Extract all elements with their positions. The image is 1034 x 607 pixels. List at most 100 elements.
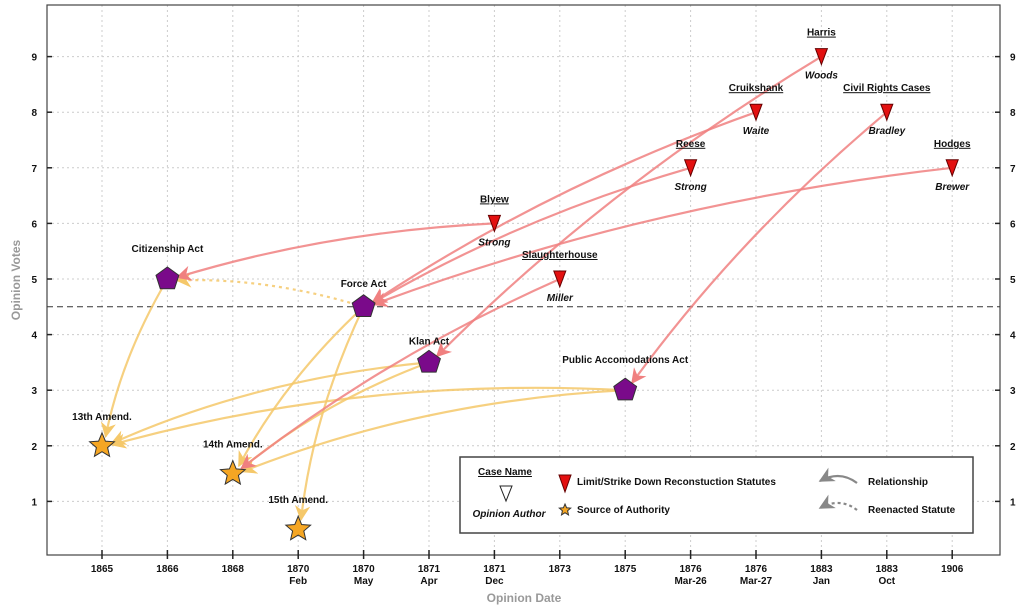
amendment-label: 14th Amend. (203, 440, 263, 451)
x-tick-label: 1870 (352, 564, 375, 575)
plot-frame (46, 4, 1001, 556)
statute-marker (351, 294, 376, 317)
case-name-label: Reese (676, 139, 706, 150)
case-name-label: Slaughterhouse (522, 250, 598, 261)
legend-case-name: Case Name (478, 467, 532, 478)
statute-marker (417, 349, 441, 373)
y-tick-label: 8 (31, 108, 37, 119)
y-axis-label: Opinion Votes (9, 239, 23, 320)
reenacted-link (175, 272, 364, 308)
case-name-label: Civil Rights Cases (843, 83, 931, 94)
y-tick-label-right: 4 (1010, 331, 1016, 342)
authority-link (110, 361, 430, 445)
amendment-marker (219, 459, 247, 486)
x-tick-sublabel: Dec (485, 576, 504, 587)
x-tick-label: 1876 (679, 564, 702, 575)
x-tick-label: 1906 (941, 564, 964, 575)
limit-link (371, 166, 691, 304)
y-tick-label-right: 6 (1010, 219, 1016, 230)
case-marker (880, 103, 894, 122)
opinion-author-label: Strong (478, 237, 510, 248)
amendment-label: 13th Amend. (72, 412, 132, 423)
case-marker (487, 214, 502, 233)
y-tick-label: 9 (31, 53, 37, 64)
amendment-marker (284, 514, 312, 541)
opinion-author-label: Strong (674, 182, 706, 193)
legend-reenacted-icon (818, 494, 858, 511)
y-tick-label-right: 8 (1010, 108, 1016, 119)
y-tick-label: 4 (31, 331, 37, 342)
limit-link (631, 111, 888, 385)
x-tick-label: 1870 (287, 564, 310, 575)
legend-relationship-label: Relationship (868, 477, 928, 488)
case-name-label: Cruikshank (729, 83, 784, 94)
x-tick-sublabel: Apr (420, 576, 437, 587)
x-tick-label: 1871 (483, 564, 506, 575)
statute-label: Public Accomodations Act (562, 355, 689, 366)
opinion-author-label: Waite (743, 126, 770, 137)
x-tick-sublabel: Jan (813, 576, 830, 587)
x-tick-label: 1871 (418, 564, 441, 575)
legend-source-label: Source of Authority (577, 505, 670, 516)
case-name-label: Blyew (480, 194, 509, 205)
statute-marker (155, 266, 180, 290)
x-axis-label: Opinion Date (487, 591, 562, 605)
x-tick-label: 1875 (614, 564, 637, 575)
case-marker (814, 48, 829, 67)
case-name-label: Hodges (934, 139, 971, 150)
legend-author-triangle-icon (499, 485, 513, 503)
statute-label: Klan Act (409, 336, 450, 347)
x-tick-label: 1876 (745, 564, 768, 575)
legend-limit-label: Limit/Strike Down Reconstuction Statutes (577, 477, 776, 488)
x-tick-sublabel: Mar-26 (674, 576, 707, 587)
legend-opinion-author: Opinion Author (473, 509, 547, 520)
x-tick-label: 1873 (549, 564, 572, 575)
x-tick-sublabel: Oct (878, 576, 895, 587)
x-tick-sublabel: Mar-27 (740, 576, 773, 587)
authority-link (100, 278, 169, 439)
y-tick-label: 6 (31, 219, 37, 230)
legend-star-icon (558, 502, 572, 516)
x-tick-sublabel: May (354, 576, 374, 587)
case-marker (945, 159, 959, 178)
y-tick-label-right: 1 (1010, 497, 1016, 508)
y-tick-label: 2 (31, 442, 37, 453)
opinion-author-label: Brewer (935, 182, 970, 193)
y-tick-label: 3 (31, 386, 37, 397)
y-tick-label-right: 7 (1010, 164, 1016, 175)
authority-link (241, 389, 626, 474)
statute-label: Force Act (341, 279, 387, 290)
x-tick-sublabel: Feb (289, 576, 307, 587)
limit-link (371, 166, 953, 307)
limit-link (371, 111, 757, 304)
case-marker (683, 159, 698, 178)
case-name-label: Harris (807, 28, 836, 39)
amendment-marker (88, 431, 116, 458)
statute-marker (613, 377, 638, 401)
x-tick-label: 1883 (810, 564, 833, 575)
legend-limit-icon (558, 474, 572, 494)
legend-reenacted-label: Reenacted Statute (868, 505, 956, 516)
opinion-author-label: Miller (547, 293, 574, 304)
limit-link (240, 277, 561, 470)
y-tick-label-right: 5 (1010, 275, 1016, 286)
limit-link (175, 222, 495, 281)
x-tick-label: 1868 (222, 564, 245, 575)
legend-relationship-icon (818, 467, 858, 484)
opinion-author-label: Woods (805, 71, 839, 82)
y-tick-label-right: 3 (1010, 386, 1016, 397)
amendment-label: 15th Amend. (268, 495, 328, 506)
statute-label: Citizenship Act (131, 244, 204, 255)
legend (459, 456, 974, 534)
y-tick-label-right: 2 (1010, 442, 1016, 453)
x-tick-label: 1883 (876, 564, 899, 575)
y-tick-label-right: 9 (1010, 53, 1016, 64)
x-tick-label: 1865 (91, 564, 114, 575)
y-tick-label: 1 (31, 497, 37, 508)
y-tick-label: 5 (31, 275, 37, 286)
limit-link (435, 55, 822, 358)
authority-link (110, 386, 626, 449)
legend-box (459, 456, 974, 534)
opinion-author-label: Bradley (868, 126, 905, 137)
